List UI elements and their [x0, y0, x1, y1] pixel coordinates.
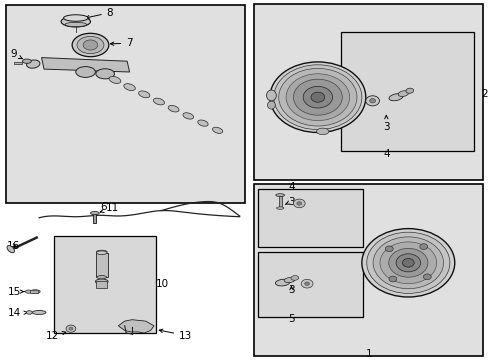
Circle shape — [269, 62, 365, 132]
Circle shape — [304, 282, 309, 285]
Circle shape — [69, 327, 73, 330]
Circle shape — [385, 246, 392, 252]
Ellipse shape — [97, 276, 106, 279]
Circle shape — [301, 279, 312, 288]
Bar — [254, 184, 482, 356]
Bar — [6, 5, 245, 203]
Text: 16: 16 — [7, 240, 20, 251]
Ellipse shape — [197, 120, 208, 126]
Polygon shape — [41, 58, 129, 72]
Circle shape — [293, 79, 342, 115]
Circle shape — [296, 202, 301, 205]
Ellipse shape — [275, 279, 289, 286]
Ellipse shape — [405, 88, 413, 93]
Ellipse shape — [212, 127, 222, 133]
Text: 14: 14 — [8, 308, 27, 318]
Bar — [30, 290, 38, 293]
Circle shape — [66, 325, 76, 332]
Bar — [341, 32, 473, 151]
Ellipse shape — [22, 59, 31, 63]
Circle shape — [388, 276, 396, 282]
Circle shape — [285, 74, 349, 121]
Ellipse shape — [316, 128, 328, 135]
Circle shape — [303, 86, 332, 108]
Circle shape — [273, 65, 361, 130]
Ellipse shape — [96, 250, 107, 254]
Ellipse shape — [276, 207, 283, 210]
Circle shape — [388, 248, 427, 277]
Bar — [257, 189, 362, 247]
Ellipse shape — [61, 16, 90, 27]
Ellipse shape — [96, 251, 107, 255]
Circle shape — [423, 274, 430, 280]
Ellipse shape — [25, 290, 31, 293]
Ellipse shape — [30, 290, 40, 293]
Circle shape — [372, 237, 443, 289]
Ellipse shape — [266, 90, 276, 101]
Circle shape — [293, 199, 305, 208]
Ellipse shape — [388, 94, 402, 101]
Ellipse shape — [123, 84, 135, 91]
Text: 3: 3 — [382, 116, 389, 132]
Ellipse shape — [267, 101, 275, 109]
Ellipse shape — [83, 40, 98, 50]
Circle shape — [278, 68, 356, 126]
Ellipse shape — [26, 311, 32, 314]
Ellipse shape — [168, 105, 179, 112]
Bar — [96, 253, 107, 277]
Ellipse shape — [275, 194, 284, 197]
Text: 4: 4 — [287, 182, 294, 192]
Bar — [93, 214, 96, 223]
Text: 2: 2 — [480, 89, 487, 99]
Circle shape — [395, 254, 420, 272]
Text: 1: 1 — [365, 348, 371, 359]
Bar — [257, 252, 362, 317]
Circle shape — [379, 242, 436, 284]
Ellipse shape — [153, 98, 164, 105]
Text: 8: 8 — [86, 8, 113, 19]
Ellipse shape — [284, 278, 294, 283]
Circle shape — [365, 96, 379, 106]
Text: 3: 3 — [287, 285, 294, 295]
Ellipse shape — [26, 60, 40, 68]
Ellipse shape — [397, 91, 408, 96]
Text: 3: 3 — [285, 197, 294, 207]
Text: 13: 13 — [159, 329, 192, 341]
Ellipse shape — [63, 15, 88, 21]
Ellipse shape — [96, 69, 114, 79]
Circle shape — [366, 232, 449, 293]
Ellipse shape — [183, 113, 193, 119]
Circle shape — [361, 229, 454, 297]
Bar — [278, 196, 281, 207]
Circle shape — [419, 244, 427, 249]
Text: 4: 4 — [382, 149, 389, 159]
Text: 9: 9 — [10, 49, 22, 59]
Ellipse shape — [109, 76, 121, 84]
Text: 6: 6 — [100, 202, 107, 212]
Text: 12: 12 — [46, 330, 65, 341]
Text: 11: 11 — [100, 203, 119, 213]
Bar — [14, 62, 22, 64]
Circle shape — [402, 258, 413, 267]
Bar — [254, 4, 482, 180]
Bar — [96, 281, 107, 288]
Text: 15: 15 — [8, 287, 24, 297]
Text: 5: 5 — [287, 314, 294, 324]
Ellipse shape — [76, 67, 95, 77]
Ellipse shape — [65, 22, 86, 27]
Ellipse shape — [32, 310, 46, 315]
Ellipse shape — [290, 275, 298, 280]
Ellipse shape — [95, 279, 108, 284]
Ellipse shape — [7, 246, 15, 253]
Circle shape — [369, 99, 375, 103]
Text: 10: 10 — [156, 279, 168, 289]
Ellipse shape — [72, 33, 108, 57]
Polygon shape — [118, 320, 154, 333]
Circle shape — [310, 92, 324, 102]
Ellipse shape — [138, 91, 150, 98]
Bar — [54, 236, 156, 333]
Ellipse shape — [90, 211, 99, 215]
Text: 7: 7 — [110, 38, 133, 48]
Ellipse shape — [77, 36, 104, 54]
